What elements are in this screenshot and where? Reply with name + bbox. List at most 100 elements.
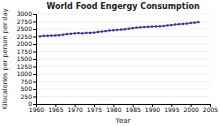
grid-line: [36, 14, 210, 15]
axis-line: [33, 15, 37, 105]
marker: [108, 29, 110, 31]
tick: 2500: [17, 25, 36, 32]
tick-label: 1750: [17, 48, 32, 55]
tick-mark: [33, 59, 36, 60]
tick-label: 1500: [17, 55, 32, 62]
marker: [43, 35, 45, 37]
tick-label: 2005: [203, 106, 218, 113]
marker: [70, 33, 72, 35]
marker: [128, 28, 130, 30]
grid: [36, 14, 210, 104]
tick-label: 0: [28, 100, 32, 107]
tick-mark: [33, 22, 36, 23]
x-axis: 1960196519701975198019851990199520002005: [29, 104, 218, 113]
marker: [155, 25, 157, 27]
grid-line: [36, 81, 210, 82]
plot-area: 1960196519701975198019851990199520002005…: [17, 10, 219, 113]
marker: [166, 24, 168, 26]
marker: [135, 27, 137, 29]
marker: [46, 35, 48, 37]
marker: [50, 34, 52, 36]
tick-mark: [33, 37, 36, 38]
tick: 1965: [48, 104, 63, 113]
tick: 1995: [164, 104, 179, 113]
tick: 2750: [17, 18, 36, 25]
tick: 1000: [17, 70, 36, 77]
tick-mark: [33, 104, 36, 105]
tick: 2250: [17, 33, 36, 40]
tick-label: 1000: [17, 70, 32, 77]
tick-mark: [33, 97, 36, 98]
marker: [151, 25, 153, 27]
tick-mark: [33, 89, 36, 90]
grid-line: [36, 66, 210, 67]
marker: [85, 32, 87, 34]
marker: [193, 22, 195, 24]
tick-label: 750: [21, 78, 33, 85]
marker: [190, 22, 192, 24]
grid-line: [36, 59, 210, 60]
marker: [147, 26, 149, 28]
tick-label: 1965: [48, 106, 63, 113]
tick-label: 2000: [17, 40, 32, 47]
marker: [124, 28, 126, 30]
tick: 2000: [17, 40, 36, 47]
grid-line: [36, 44, 210, 45]
tick-mark: [33, 29, 36, 30]
tick-label: 2750: [17, 18, 32, 25]
tick-label: 1995: [164, 106, 179, 113]
marker: [132, 27, 134, 29]
marker: [66, 33, 68, 35]
tick: 1985: [126, 104, 141, 113]
marker: [112, 29, 114, 31]
tick: 3000: [17, 10, 36, 17]
tick-mark: [33, 14, 36, 15]
tick-label: 1990: [145, 106, 160, 113]
marker: [170, 24, 172, 26]
grid-line: [36, 89, 210, 90]
marker: [182, 23, 184, 25]
tick-mark: [33, 67, 36, 68]
marker: [159, 25, 161, 27]
tick: 1980: [106, 104, 121, 113]
tick-label: 2500: [17, 25, 32, 32]
y-axis: 0250500750100012501500175020002250250027…: [17, 10, 37, 107]
tick-label: 500: [21, 85, 33, 92]
marker: [93, 31, 95, 33]
grid-line: [36, 36, 210, 37]
marker: [39, 35, 41, 37]
tick: 2000: [184, 104, 199, 113]
tick-mark: [33, 44, 36, 45]
marker: [116, 29, 118, 31]
marker: [120, 28, 122, 30]
tick: 2005: [203, 104, 218, 113]
marker: [54, 34, 56, 36]
marker: [58, 34, 60, 36]
tick-label: 2250: [17, 33, 32, 40]
tick: 1750: [17, 48, 36, 55]
x-axis-title: Year: [115, 117, 131, 125]
chart: 1960196519701975198019851990199520002005…: [0, 0, 220, 126]
tick-label: 1970: [68, 106, 83, 113]
tick-label: 1985: [126, 106, 141, 113]
tick-label: 1980: [106, 106, 121, 113]
tick-label: 1975: [87, 106, 102, 113]
marker: [143, 26, 145, 28]
tick: 1975: [87, 104, 102, 113]
marker: [197, 21, 199, 23]
series: [39, 21, 200, 37]
line: [40, 22, 199, 36]
marker: [101, 30, 103, 32]
tick: 750: [21, 78, 36, 85]
tick: 1250: [17, 63, 36, 70]
marker: [174, 23, 176, 25]
marker: [178, 23, 180, 25]
tick-mark: [33, 74, 36, 75]
grid-line: [36, 96, 210, 97]
marker: [77, 32, 79, 34]
tick-label: 3000: [17, 10, 32, 17]
grid-line: [36, 51, 210, 52]
marker: [139, 26, 141, 28]
grid-line: [36, 74, 210, 75]
marker: [162, 25, 164, 27]
